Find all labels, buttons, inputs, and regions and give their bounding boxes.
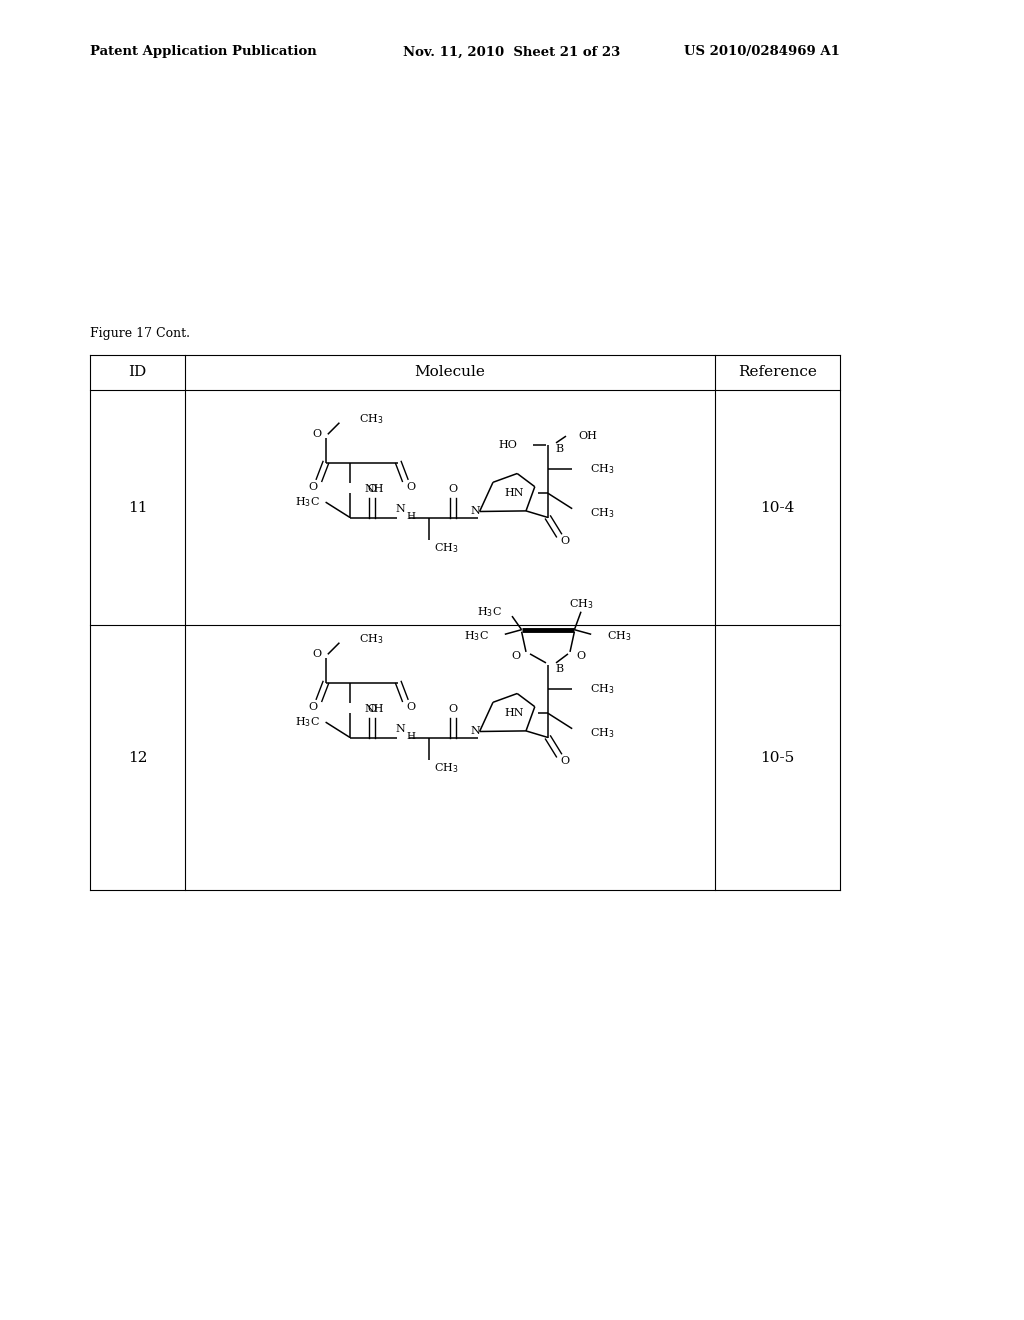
Text: B: B [555, 664, 563, 675]
Text: O: O [312, 649, 322, 659]
Text: O: O [312, 429, 322, 440]
Text: H: H [407, 733, 415, 741]
Text: H$_3$C: H$_3$C [464, 630, 488, 643]
Text: CH$_3$: CH$_3$ [590, 726, 614, 739]
Text: O: O [308, 482, 317, 492]
Text: N: N [471, 726, 480, 737]
Text: Reference: Reference [738, 366, 817, 380]
Text: H: H [407, 512, 415, 521]
Text: HO: HO [499, 440, 517, 450]
Text: N: N [395, 504, 406, 515]
Text: CH$_3$: CH$_3$ [359, 632, 384, 645]
Text: 10-4: 10-4 [760, 500, 795, 515]
Text: O: O [407, 482, 416, 492]
Text: CH$_3$: CH$_3$ [607, 630, 632, 643]
Text: CH$_3$: CH$_3$ [359, 412, 384, 425]
Text: CH$_3$: CH$_3$ [568, 597, 593, 611]
Text: H$_3$C: H$_3$C [477, 605, 502, 619]
Text: 11: 11 [128, 500, 147, 515]
Text: O: O [407, 702, 416, 713]
Text: CH$_3$: CH$_3$ [590, 506, 614, 520]
Text: CH$_3$: CH$_3$ [590, 682, 614, 696]
Text: O: O [368, 705, 377, 714]
Text: CH$_3$: CH$_3$ [434, 541, 459, 554]
Text: N: N [395, 725, 406, 734]
Text: O: O [560, 756, 569, 767]
Text: NH: NH [364, 484, 384, 494]
Text: ID: ID [128, 366, 146, 380]
Text: HN: HN [504, 488, 524, 498]
Text: N: N [471, 507, 480, 516]
Text: Molecule: Molecule [415, 366, 485, 380]
Text: US 2010/0284969 A1: US 2010/0284969 A1 [684, 45, 840, 58]
Text: 12: 12 [128, 751, 147, 764]
Text: HN: HN [504, 709, 524, 718]
Text: O: O [560, 536, 569, 546]
Text: O: O [308, 702, 317, 713]
Text: O: O [575, 651, 585, 661]
Text: Nov. 11, 2010  Sheet 21 of 23: Nov. 11, 2010 Sheet 21 of 23 [403, 45, 621, 58]
Text: O: O [449, 705, 458, 714]
Text: Patent Application Publication: Patent Application Publication [90, 45, 316, 58]
Text: H$_3$C: H$_3$C [295, 495, 319, 510]
Text: NH: NH [364, 705, 384, 714]
Text: CH$_3$: CH$_3$ [434, 760, 459, 775]
Text: O: O [449, 484, 458, 495]
Text: CH$_3$: CH$_3$ [590, 462, 614, 477]
Text: B: B [555, 444, 563, 454]
Text: Figure 17 Cont.: Figure 17 Cont. [90, 327, 190, 341]
Text: OH: OH [578, 432, 597, 441]
Text: O: O [368, 484, 377, 495]
Text: 10-5: 10-5 [761, 751, 795, 764]
Text: O: O [511, 651, 520, 661]
Text: H$_3$C: H$_3$C [295, 715, 319, 729]
